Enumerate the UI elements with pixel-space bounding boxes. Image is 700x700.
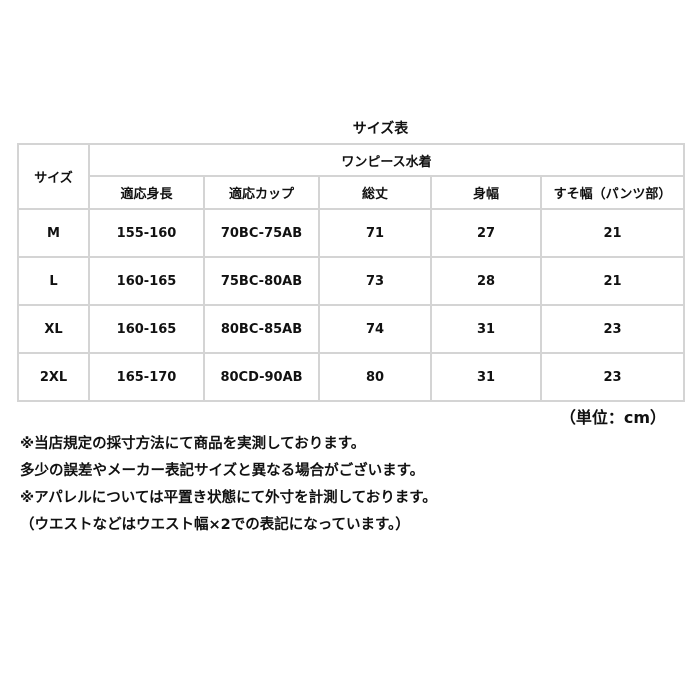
notes: ※当店規定の採寸方法にて商品を実測しております。 多少の誤差やメーカー表記サイズ… <box>20 431 437 539</box>
note-line: ※アパレルについては平置き状態にて外寸を計測しております。 <box>20 490 437 506</box>
table-cell: 73 <box>318 256 432 306</box>
table-cell: 74 <box>318 304 432 354</box>
unit-label: （単位：cm） <box>559 408 666 427</box>
note-line: 多少の誤差やメーカー表記サイズと異なる場合がございます。 <box>20 463 425 479</box>
chart-title: サイズ表 <box>352 121 409 137</box>
table-cell: 160-165 <box>88 304 205 354</box>
table-cell: 23 <box>540 352 685 402</box>
group-header: ワンピース水着 <box>88 143 685 177</box>
size-cell: L <box>17 256 90 306</box>
table-cell: 71 <box>318 208 432 258</box>
table-cell: 31 <box>430 304 542 354</box>
table-cell: 160-165 <box>88 256 205 306</box>
column-header: 身幅 <box>430 175 542 210</box>
table-cell: 27 <box>430 208 542 258</box>
size-header: サイズ <box>17 143 90 210</box>
table-row: M 155-160 70BC-75AB 71 27 21 <box>17 208 685 258</box>
table-cell: 70BC-75AB <box>203 208 320 258</box>
size-cell: XL <box>17 304 90 354</box>
table-cell: 155-160 <box>88 208 205 258</box>
table-cell: 75BC-80AB <box>203 256 320 306</box>
size-cell: 2XL <box>17 352 90 402</box>
note-line: ※当店規定の採寸方法にて商品を実測しております。 <box>20 436 366 452</box>
table-row: L 160-165 75BC-80AB 73 28 21 <box>17 256 685 306</box>
size-cell: M <box>17 208 90 258</box>
table-cell: 28 <box>430 256 542 306</box>
table-cell: 31 <box>430 352 542 402</box>
table-cell: 80BC-85AB <box>203 304 320 354</box>
table-cell: 165-170 <box>88 352 205 402</box>
column-header: すそ幅（パンツ部） <box>540 175 685 210</box>
table-row: XL 160-165 80BC-85AB 74 31 23 <box>17 304 685 354</box>
table-cell: 80 <box>318 352 432 402</box>
note-line: （ウエストなどはウエスト幅×2での表記になっています。） <box>20 517 410 533</box>
table-cell: 21 <box>540 208 685 258</box>
column-header: 適応身長 <box>88 175 205 210</box>
table-cell: 21 <box>540 256 685 306</box>
column-header: 総丈 <box>318 175 432 210</box>
size-table: サイズ ワンピース水着 適応身長 適応カップ 総丈 身幅 すそ幅（パンツ部） M 155-… <box>17 143 685 402</box>
column-header: 適応カップ <box>203 175 320 210</box>
table-row: 2XL 165-170 80CD-90AB 80 31 23 <box>17 352 685 402</box>
table-cell: 80CD-90AB <box>203 352 320 402</box>
table-cell: 23 <box>540 304 685 354</box>
